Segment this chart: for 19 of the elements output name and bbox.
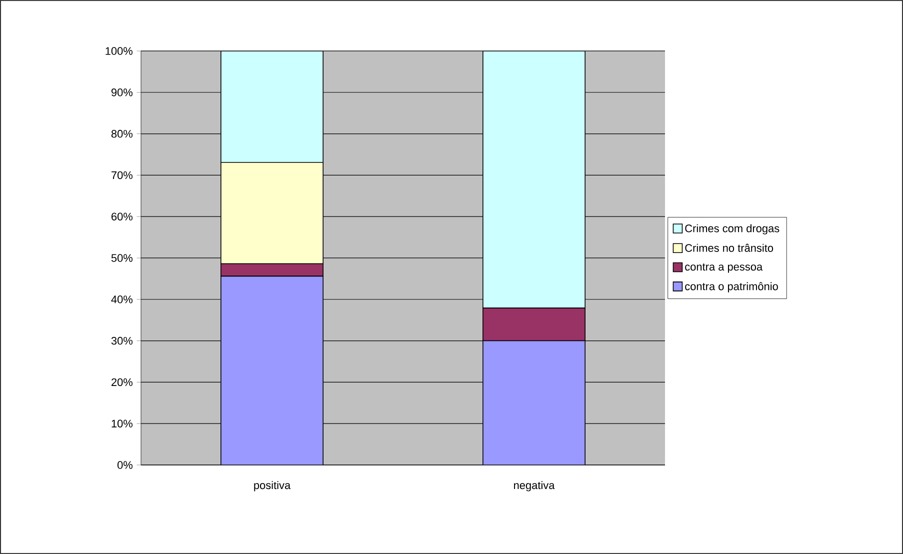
x-tick-label: negativa <box>514 481 555 492</box>
y-tick-label: 90% <box>111 88 132 96</box>
y-tick-label: 70% <box>112 171 132 180</box>
legend-label: Crimes com drogas <box>685 224 780 234</box>
y-tick-label: 10% <box>112 420 132 428</box>
y-tick-label: 50% <box>111 254 132 262</box>
legend-label: contra a pessoa <box>685 263 763 273</box>
y-tick-label: 30% <box>111 336 132 345</box>
bar <box>482 340 586 465</box>
y-tick-label: 100% <box>106 47 132 55</box>
legend-label: Crimes no trânsito <box>685 244 774 252</box>
y-tick-label: 80% <box>111 130 132 138</box>
y-tick-label: 20% <box>112 378 132 386</box>
x-tick-label: positiva <box>254 481 291 492</box>
y-tick-label: 0% <box>117 461 133 469</box>
y-tick-label: 60% <box>112 212 132 220</box>
y-tick-label: 40% <box>111 296 132 304</box>
legend-label: contra o patrimônio <box>685 282 778 292</box>
bar <box>220 276 324 465</box>
